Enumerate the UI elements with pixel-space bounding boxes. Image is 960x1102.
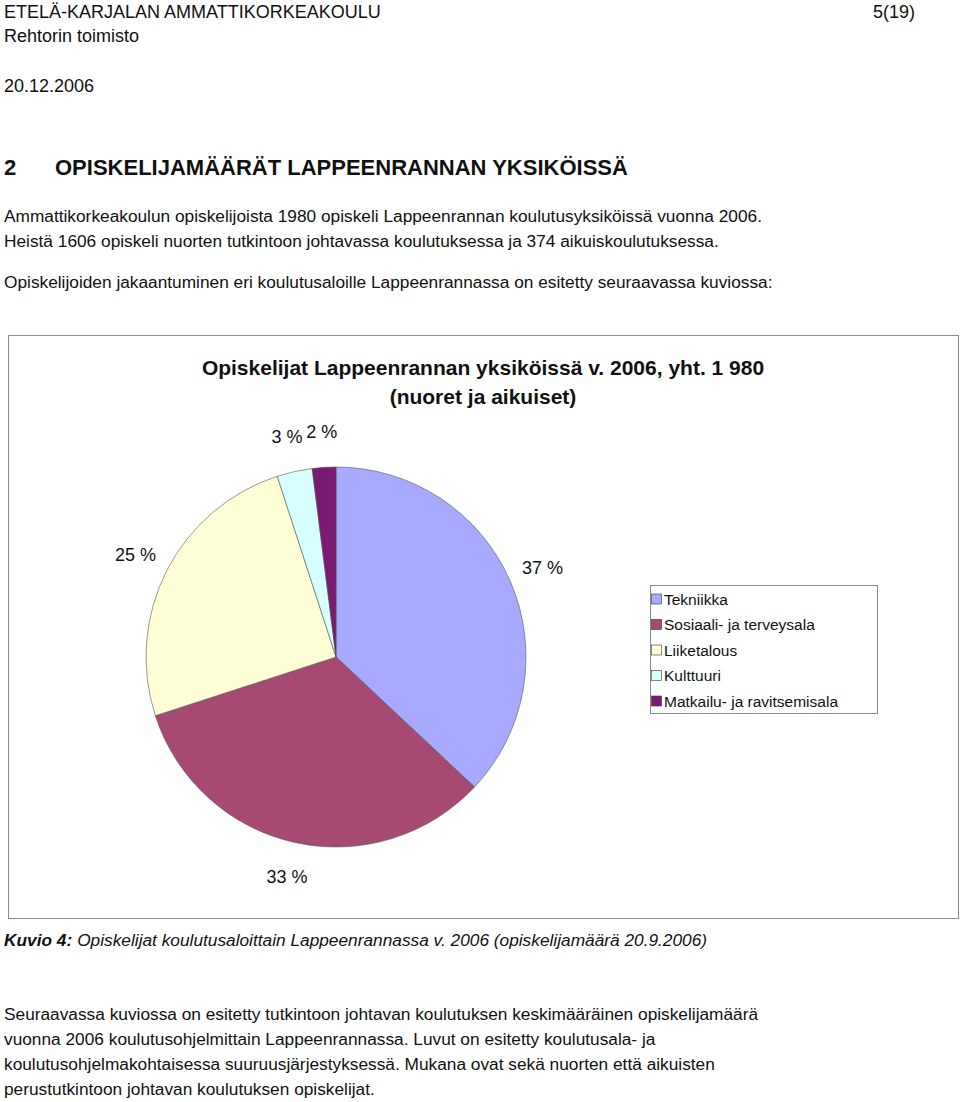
chart-frame: [9, 336, 959, 919]
caption-label: Kuvio 4:: [4, 930, 72, 950]
legend-swatch: [652, 594, 662, 604]
paragraph-line: Opiskelijoiden jakaantuminen eri koulutu…: [4, 272, 773, 292]
page-number: 5(19): [873, 2, 915, 22]
paragraph-line: Heistä 1606 opiskeli nuorten tutkintoon …: [4, 231, 719, 251]
legend-entry: Liiketalous: [664, 642, 737, 659]
institution: ETELÄ-KARJALAN AMMATTIKORKEAKOULU: [4, 2, 381, 22]
heading-number: 2: [4, 155, 16, 180]
chart-subtitle: (nuoret ja aikuiset): [390, 385, 577, 408]
legend-swatch: [652, 645, 662, 655]
legend-frame: [651, 586, 878, 714]
caption-text: Opiskelijat koulutusaloittain Lappeenran…: [77, 930, 707, 950]
paragraph-line: Seuraavassa kuviossa on esitetty tutkint…: [4, 1004, 758, 1024]
office: Rehtorin toimisto: [4, 26, 139, 46]
data-label: 37 %: [522, 558, 563, 578]
legend-entry: Tekniikka: [664, 591, 728, 608]
pie: [146, 467, 526, 847]
legend-swatch: [652, 671, 662, 681]
page: ETELÄ-KARJALAN AMMATTIKORKEAKOULU 5(19) Re…: [0, 0, 960, 1102]
legend-entry: Sosiaali- ja terveysala: [664, 616, 815, 633]
paragraph-line: perustutkintoon johtavan koulutuksen opi…: [4, 1079, 375, 1099]
heading: OPISKELIJAMÄÄRÄT LAPPEENRANNAN YKSIKÖISS…: [55, 155, 628, 180]
caption: Kuvio 4:Opiskelijat koulutusaloittain La…: [4, 930, 707, 950]
pie-slice: [312, 467, 336, 657]
paragraph-line: koulutusohjelmakohtaisessa suuruusjärjes…: [4, 1054, 715, 1074]
legend: Tekniikka Sosiaali- ja terveysala Liiketal…: [651, 586, 878, 714]
legend-entry: Kulttuuri: [664, 667, 721, 684]
chart-title: Opiskelijat Lappeenrannan yksiköissä v. …: [202, 356, 764, 379]
date: 20.12.2006: [4, 76, 94, 96]
paragraph-line: Ammattikorkeakoulun opiskelijoista 1980 …: [4, 206, 762, 226]
legend-swatch: [652, 620, 662, 630]
paragraph-line: vuonna 2006 koulutusohjelmittain Lappeen…: [4, 1029, 656, 1049]
data-label: 25 %: [115, 545, 156, 565]
data-label: 2 %: [306, 422, 337, 442]
data-label: 33 %: [266, 867, 307, 887]
legend-entry: Matkailu- ja ravitsemisala: [664, 693, 838, 710]
pie-labels: 37 % 33 % 25 % 3 %2 %: [115, 422, 563, 886]
data-label: 3 %: [271, 427, 302, 447]
legend-swatch: [652, 696, 662, 706]
